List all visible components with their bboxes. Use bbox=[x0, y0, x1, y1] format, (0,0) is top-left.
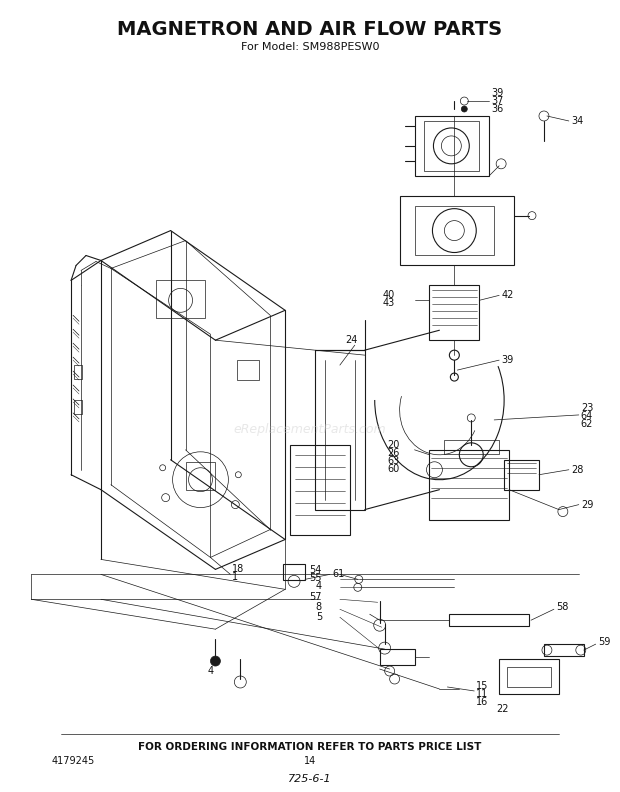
Text: 63: 63 bbox=[388, 455, 400, 466]
Text: 39: 39 bbox=[501, 355, 513, 365]
Text: 55: 55 bbox=[309, 573, 322, 584]
Bar bbox=[445, 440, 499, 454]
Text: 15: 15 bbox=[476, 681, 489, 691]
Text: 1: 1 bbox=[232, 573, 239, 582]
Text: 61: 61 bbox=[332, 569, 344, 580]
Bar bbox=[544, 644, 584, 656]
Circle shape bbox=[210, 656, 220, 666]
Bar bbox=[507, 667, 551, 687]
Text: MAGNETRON AND AIR FLOW PARTS: MAGNETRON AND AIR FLOW PARTS bbox=[117, 20, 503, 39]
Text: FOR ORDERING INFORMATION REFER TO PARTS PRICE LIST: FOR ORDERING INFORMATION REFER TO PARTS … bbox=[138, 742, 482, 752]
Bar bbox=[415, 206, 494, 256]
Bar bbox=[315, 350, 365, 509]
Text: 37: 37 bbox=[491, 96, 503, 106]
Text: 29: 29 bbox=[581, 500, 593, 509]
Text: 18: 18 bbox=[232, 565, 245, 574]
Bar bbox=[283, 565, 305, 581]
Text: 42: 42 bbox=[501, 291, 513, 300]
Bar bbox=[415, 116, 489, 176]
Text: For Model: SM988PESW0: For Model: SM988PESW0 bbox=[241, 42, 379, 52]
Text: 60: 60 bbox=[388, 464, 400, 474]
Text: 62: 62 bbox=[581, 419, 593, 429]
Bar bbox=[504, 460, 539, 489]
Text: 39: 39 bbox=[491, 88, 503, 98]
Bar bbox=[430, 450, 509, 520]
Bar bbox=[74, 400, 82, 414]
Text: 54: 54 bbox=[309, 565, 322, 575]
Text: 725-6-1: 725-6-1 bbox=[288, 774, 332, 783]
Text: 64: 64 bbox=[581, 411, 593, 421]
Bar bbox=[430, 285, 479, 341]
Circle shape bbox=[461, 106, 467, 112]
Bar bbox=[379, 649, 415, 665]
Text: 14: 14 bbox=[304, 756, 316, 766]
Bar bbox=[74, 365, 82, 379]
Bar bbox=[290, 445, 350, 535]
Text: 36: 36 bbox=[491, 104, 503, 114]
Bar bbox=[450, 615, 529, 626]
Text: 57: 57 bbox=[309, 592, 322, 602]
Text: 43: 43 bbox=[383, 299, 394, 308]
Text: 8: 8 bbox=[316, 602, 322, 612]
Bar bbox=[156, 280, 205, 318]
Text: 59: 59 bbox=[598, 637, 610, 647]
Text: 40: 40 bbox=[383, 291, 394, 300]
Text: 4: 4 bbox=[316, 581, 322, 592]
Bar bbox=[425, 121, 479, 171]
Text: 23: 23 bbox=[581, 403, 593, 413]
Text: eReplacementParts.com: eReplacementParts.com bbox=[234, 424, 386, 436]
Text: 16: 16 bbox=[476, 697, 489, 707]
Text: 4179245: 4179245 bbox=[51, 756, 94, 766]
Bar bbox=[499, 659, 559, 694]
Text: 22: 22 bbox=[496, 704, 508, 714]
Text: 58: 58 bbox=[556, 602, 569, 612]
Bar bbox=[400, 196, 514, 265]
Text: 4: 4 bbox=[207, 666, 213, 676]
Text: 26: 26 bbox=[388, 447, 400, 458]
Bar bbox=[237, 360, 259, 380]
Text: 24: 24 bbox=[345, 335, 357, 345]
Text: 34: 34 bbox=[571, 116, 583, 126]
Text: 20: 20 bbox=[388, 440, 400, 450]
Text: 5: 5 bbox=[316, 612, 322, 623]
Bar bbox=[185, 462, 215, 489]
Text: 28: 28 bbox=[571, 465, 583, 474]
Text: 11: 11 bbox=[476, 689, 489, 699]
